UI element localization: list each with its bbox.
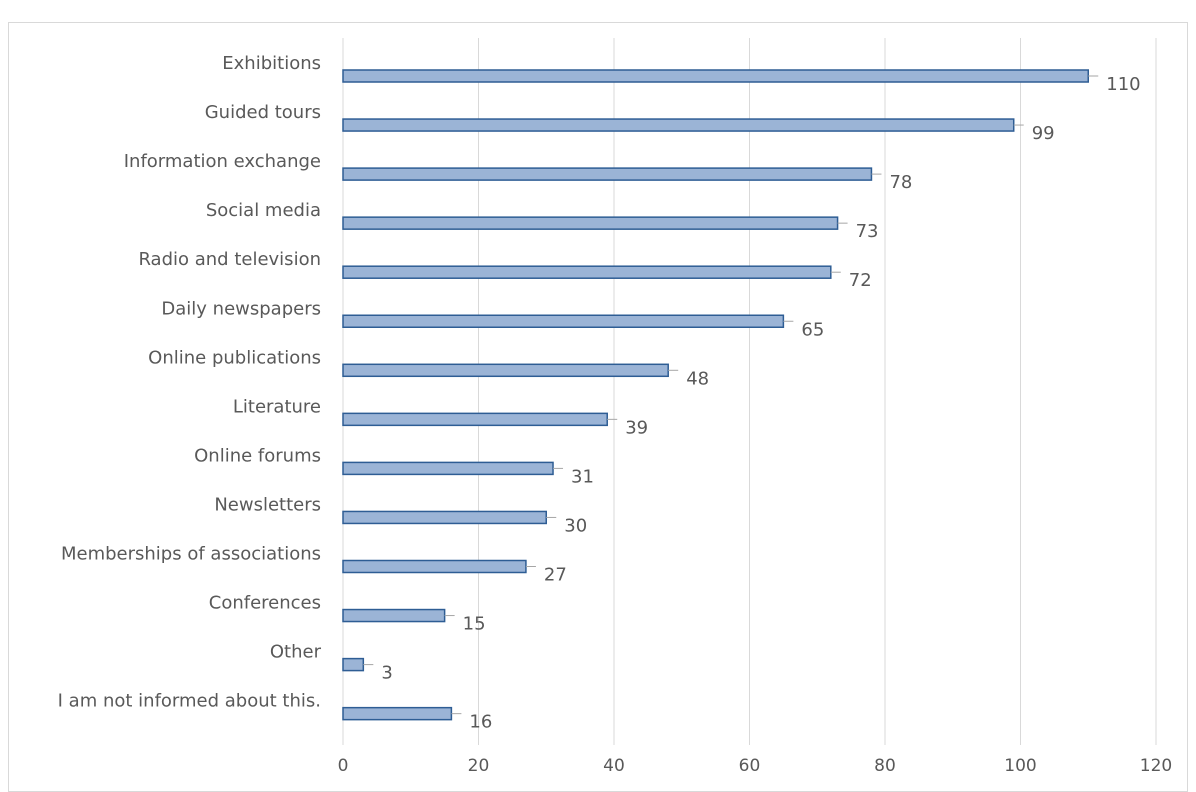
value-label: 78 [889,172,912,193]
value-label: 3 [381,663,392,684]
bar [342,118,1015,132]
bar [342,412,608,427]
bar [342,510,547,525]
category-label: Social media [206,200,321,221]
category-label: Guided tours [205,102,321,123]
value-label: 27 [544,565,567,586]
bar [342,363,669,378]
bars [342,69,1089,721]
value-label: 16 [469,712,492,733]
x-tick-label: 100 [1004,756,1036,776]
x-tick-label: 20 [468,756,490,776]
bar [342,608,446,623]
category-label: Memberships of associations [61,544,321,565]
bar [342,216,839,230]
value-label: 48 [686,368,709,389]
category-label: Online forums [194,445,321,466]
bar [342,461,554,476]
gridlines [342,38,1157,745]
x-tick-label: 120 [1140,756,1172,776]
bar [342,657,365,672]
value-label: 65 [801,319,824,340]
category-label: Newsletters [214,494,321,515]
category-label: Radio and television [138,249,321,270]
category-label: Daily newspapers [161,298,321,319]
category-label: Other [270,642,322,663]
category-label: Exhibitions [222,53,321,74]
bar [342,706,453,721]
value-label: 72 [849,270,872,291]
x-tick-label: 60 [739,756,761,776]
bar [342,559,527,574]
value-label: 31 [571,466,594,487]
category-label: Literature [233,396,321,417]
x-tick-label: 80 [874,756,896,776]
value-label: 39 [625,417,648,438]
bar [342,314,785,328]
bar [342,265,832,279]
labels: 0 20 40 60 80 100 120 Exhibitions 110 Guided tour… [58,53,1173,776]
value-label: 73 [856,221,879,242]
bar [342,167,873,181]
x-tick-label: 40 [603,756,625,776]
category-label: Information exchange [124,151,321,172]
value-label: 110 [1106,74,1140,95]
chart-frame [8,22,1188,792]
category-label: Online publications [148,347,321,368]
value-label: 15 [463,614,486,635]
value-label: 30 [564,515,587,536]
category-label: I am not informed about this. [58,691,321,712]
bar [342,69,1089,83]
category-label: Conferences [209,593,321,614]
value-label: 99 [1032,123,1055,144]
x-tick-label: 0 [338,756,349,776]
